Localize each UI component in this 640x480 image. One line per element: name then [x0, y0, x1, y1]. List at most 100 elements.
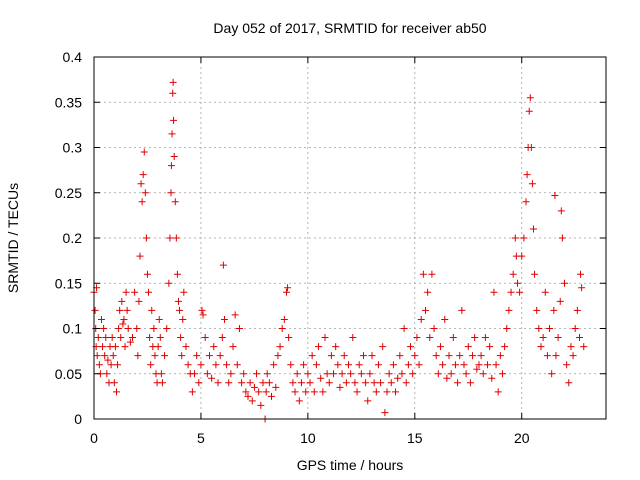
data-point [383, 388, 391, 396]
data-point [220, 315, 228, 323]
data-point [419, 270, 427, 278]
data-point [123, 306, 131, 314]
data-point [436, 343, 444, 351]
data-point [150, 325, 158, 332]
data-point [216, 352, 224, 360]
data-point [580, 343, 588, 351]
y-tick-label: 0 [74, 411, 82, 427]
data-point [141, 189, 149, 197]
data-point [139, 171, 147, 179]
data-point [302, 388, 310, 396]
data-point [161, 352, 169, 360]
data-point [172, 234, 180, 242]
data-point [351, 379, 359, 387]
data-point [368, 352, 376, 360]
data-point [157, 370, 165, 378]
data-point [262, 388, 270, 396]
data-point [231, 311, 239, 319]
data-point [556, 297, 564, 305]
data-point [310, 388, 318, 396]
data-point [516, 288, 524, 296]
plot-frame [93, 56, 607, 420]
data-point [551, 191, 559, 199]
data-point [481, 334, 489, 342]
data-point [392, 388, 400, 396]
data-point [155, 315, 163, 323]
data-point [417, 315, 425, 323]
data-point [227, 370, 235, 378]
data-point [554, 334, 562, 342]
data-point [121, 343, 129, 351]
data-point [389, 361, 397, 369]
data-point [398, 370, 406, 378]
data-point [259, 379, 267, 387]
data-point [396, 352, 404, 360]
data-point [223, 361, 231, 369]
data-point [454, 379, 462, 387]
data-point [168, 130, 176, 138]
data-point [370, 379, 378, 387]
data-point [295, 397, 303, 405]
data-point [94, 334, 102, 342]
data-point [342, 379, 350, 387]
data-point [439, 361, 447, 369]
data-point [523, 171, 531, 179]
data-point [321, 334, 329, 342]
data-point [312, 361, 320, 369]
data-point [362, 379, 370, 387]
data-point [565, 379, 573, 387]
data-point [263, 370, 271, 378]
data-point [561, 279, 569, 287]
data-point [490, 288, 498, 296]
data-point [334, 361, 342, 369]
data-point [325, 379, 333, 387]
data-point [99, 343, 107, 351]
data-point [511, 234, 519, 242]
data-point [104, 356, 112, 364]
data-point [137, 180, 145, 188]
data-point [357, 370, 365, 378]
data-point [108, 334, 116, 342]
data-point [111, 343, 119, 351]
data-point [154, 343, 162, 351]
data-point [201, 334, 209, 342]
data-point [91, 306, 99, 314]
data-point [151, 352, 159, 360]
data-point [180, 288, 188, 296]
data-point [244, 392, 252, 400]
data-point [443, 374, 451, 382]
data-point [287, 361, 295, 369]
data-point [167, 189, 175, 197]
data-point [447, 370, 455, 378]
data-point [535, 325, 543, 332]
data-point [233, 361, 241, 369]
data-point [479, 370, 487, 378]
data-point [253, 370, 261, 378]
data-point [460, 361, 468, 369]
data-point [182, 343, 190, 351]
data-point [426, 334, 434, 342]
data-point [219, 261, 227, 269]
data-point [158, 379, 166, 387]
data-point [424, 288, 432, 296]
data-point [110, 379, 118, 387]
data-point [205, 352, 213, 360]
data-point [210, 343, 218, 351]
data-point [147, 361, 155, 369]
data-point [282, 288, 290, 296]
data-point [340, 352, 348, 360]
data-point [413, 334, 421, 342]
data-point [575, 334, 583, 342]
data-point [103, 370, 111, 378]
y-tick-label: 0.35 [55, 94, 82, 110]
data-point [501, 343, 509, 351]
data-point [276, 343, 284, 351]
data-point [193, 352, 201, 360]
data-point [428, 270, 436, 278]
data-point [306, 379, 314, 387]
data-point [169, 89, 177, 97]
y-tick-label: 0.3 [63, 140, 83, 156]
data-point [385, 370, 393, 378]
data-point [225, 379, 233, 387]
data-point [569, 352, 577, 360]
